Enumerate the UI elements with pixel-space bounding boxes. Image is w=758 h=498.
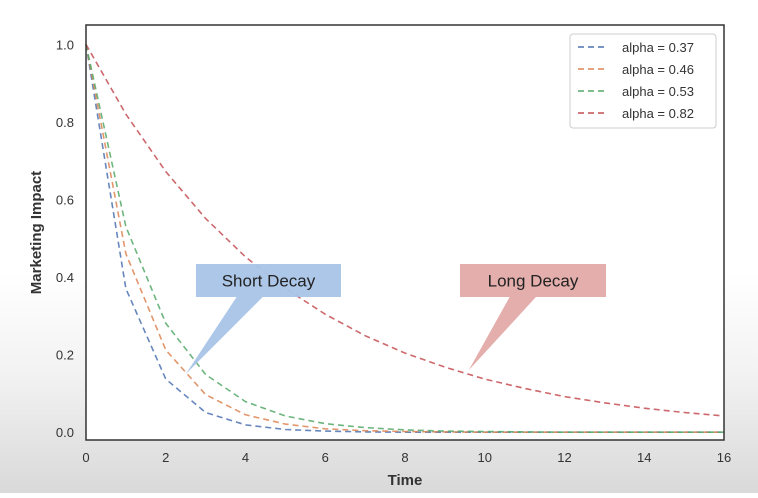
plot-frame [85,24,725,441]
legend-label: alpha = 0.46 [622,62,694,77]
y-tick-label: 0.8 [56,115,74,130]
x-tick-label: 6 [322,450,329,465]
legend-label: alpha = 0.82 [622,106,694,121]
x-tick-label: 0 [82,450,89,465]
x-tick-label: 8 [401,450,408,465]
y-tick-label: 1.0 [56,37,74,52]
series-line-1 [85,44,724,434]
y-tick-label: 0.0 [56,425,74,440]
series-line-2 [85,44,724,434]
legend-box [569,33,717,129]
callout-box [196,264,341,297]
callout-label: Short Decay [222,272,316,291]
y-tick-label: 0.2 [56,348,74,363]
y-axis-title: Marketing Impact [28,171,45,294]
x-axis-title: Time [388,472,423,489]
x-tick-label: 16 [717,450,731,465]
y-tick-label: 0.6 [56,193,74,208]
legend-label: alpha = 0.37 [622,40,694,55]
y-tick-label: 0.4 [56,270,74,285]
x-tick-label: 10 [478,450,492,465]
x-tick-label: 14 [637,450,651,465]
x-tick-label: 2 [162,450,169,465]
callout-pointer [185,297,263,375]
x-tick-label: 12 [557,450,571,465]
callout-label: Long Decay [488,272,579,291]
legend-label: alpha = 0.53 [622,84,694,99]
callout-box [460,264,606,297]
x-tick-label: 4 [242,450,249,465]
callout-pointer [468,297,536,371]
series-line-3 [85,44,725,417]
